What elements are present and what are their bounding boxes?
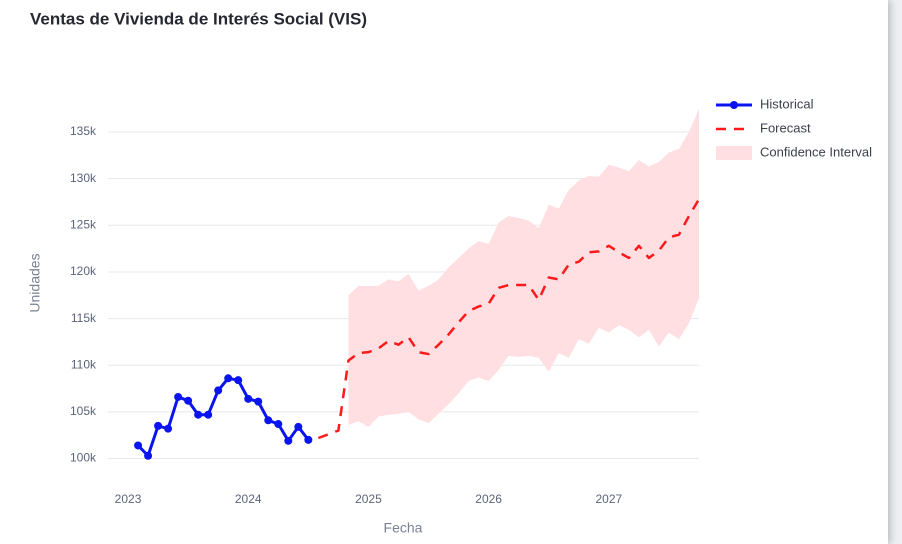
y-tick-label: 105k — [70, 404, 97, 418]
point — [214, 386, 223, 395]
y-tick-label: 115k — [71, 311, 97, 325]
legend-marker — [730, 101, 738, 109]
point — [274, 420, 283, 429]
series-line — [317, 198, 701, 440]
point — [284, 436, 293, 445]
confidence-band — [348, 108, 699, 427]
legend-label: Confidence Interval — [760, 144, 872, 159]
chart-title: Ventas de Vivienda de Interés Social (VI… — [30, 9, 367, 28]
x-tick-label: 2025 — [355, 492, 382, 506]
series-line — [136, 376, 310, 458]
x-tick-label: 2024 — [235, 492, 262, 506]
point — [264, 416, 273, 425]
x-tick-label: 2026 — [475, 492, 502, 506]
point — [194, 410, 203, 419]
x-tick-label: 2027 — [595, 492, 622, 506]
point — [254, 397, 263, 406]
point — [304, 435, 313, 444]
point — [134, 441, 143, 450]
y-tick-label: 135k — [70, 124, 97, 138]
point — [224, 374, 233, 383]
point — [174, 392, 183, 401]
y-axis-title: Unidades — [27, 253, 43, 312]
y-tick-label: 130k — [70, 171, 97, 185]
point — [184, 396, 193, 405]
point — [234, 376, 243, 385]
y-tick-label: 120k — [70, 264, 97, 278]
point — [144, 451, 153, 460]
y-tick-label: 110k — [71, 357, 97, 371]
point — [154, 421, 163, 430]
point — [244, 394, 253, 403]
legend-label: Historical — [760, 96, 814, 111]
point — [204, 410, 213, 419]
x-axis-title: Fecha — [384, 520, 423, 536]
legend-swatch — [716, 146, 752, 160]
point — [164, 424, 173, 433]
point — [294, 422, 303, 431]
y-tick-label: 125k — [70, 217, 97, 231]
x-tick-label: 2023 — [115, 492, 142, 506]
legend-label: Forecast — [760, 120, 811, 135]
y-tick-label: 100k — [70, 451, 97, 465]
